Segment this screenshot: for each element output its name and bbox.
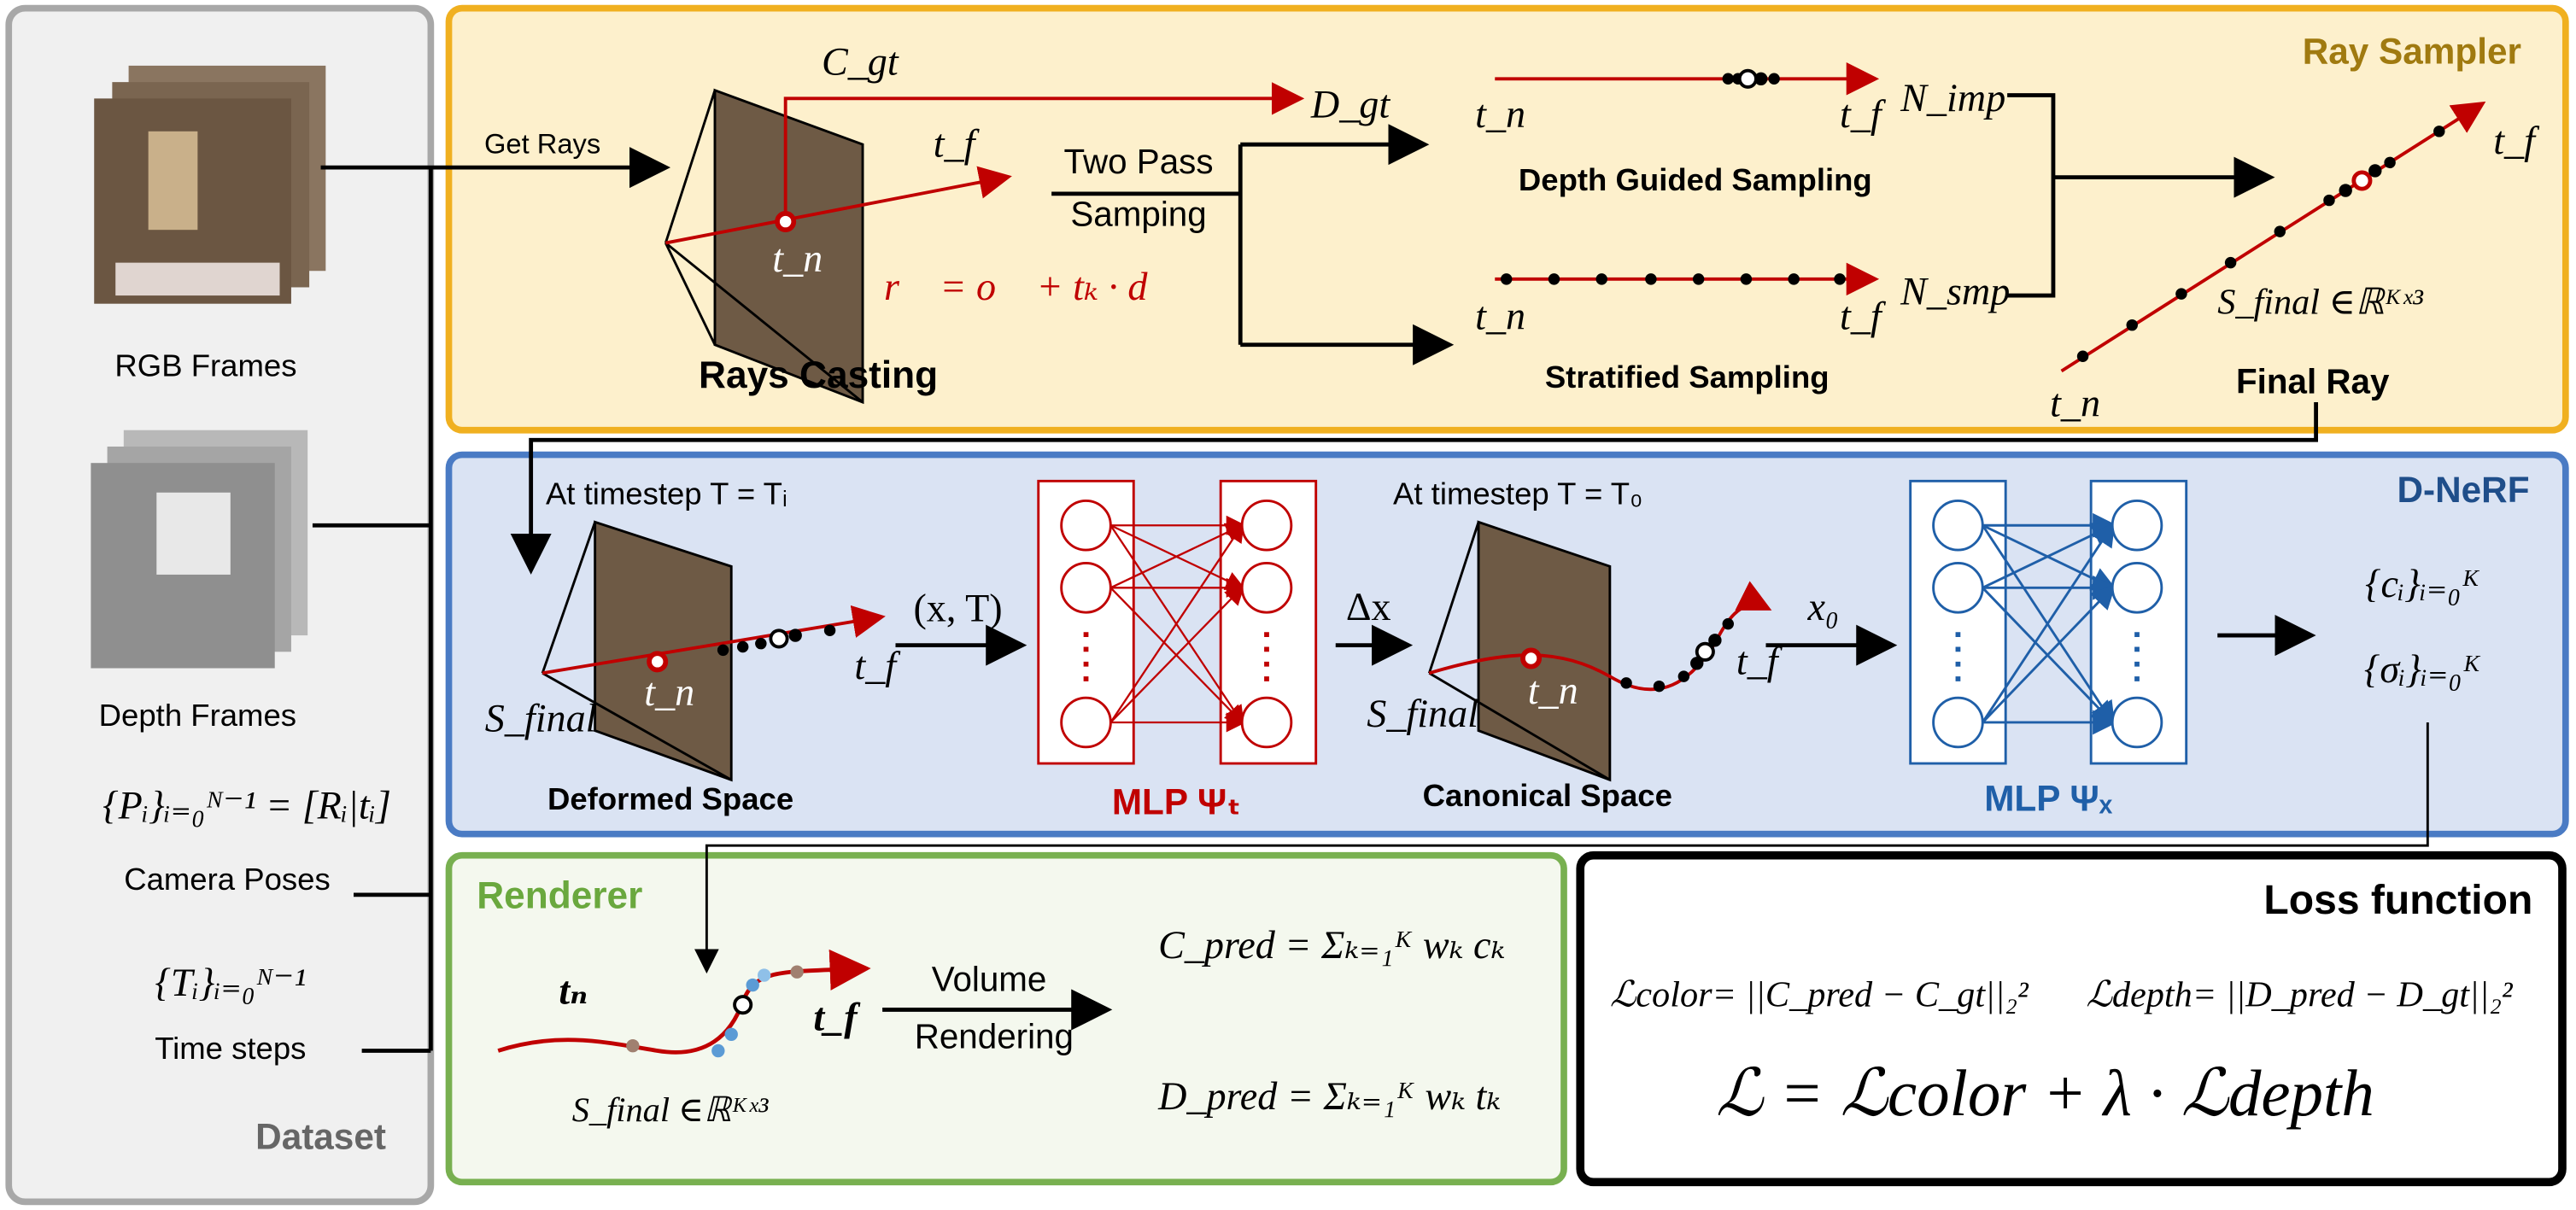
t-n-label: t_n — [2050, 381, 2100, 424]
depth-frames-label: Depth Frames — [99, 698, 296, 733]
mlp-t-label: MLP Ψₜ — [1112, 781, 1241, 821]
stratified-ray — [1495, 262, 1880, 296]
ray-casting-frustum — [664, 82, 1305, 405]
s-final-label: S_final ∈ℝᴷˣ³ — [572, 1090, 770, 1129]
timestep-i-label: At timestep T = Tᵢ — [546, 476, 787, 511]
get-rays-label: Get Rays — [484, 128, 600, 160]
dataset-connectors — [312, 147, 671, 1053]
mlp-x-label: MLP Ψₓ — [1984, 778, 2112, 818]
rays-casting-label: Rays Casting — [699, 354, 938, 396]
dnerf-title: D-NeRF — [2397, 470, 2529, 510]
t-n-label: t_n — [1475, 295, 1525, 338]
volume-label: Volume — [932, 959, 1047, 998]
depth-guided-ray — [1495, 62, 1880, 96]
final-ray — [2060, 101, 2486, 373]
c-gt-label: C_gt — [822, 40, 899, 84]
t-n-label: tₙ — [559, 969, 588, 1013]
depth-guided-label: Depth Guided Sampling — [1519, 162, 1872, 197]
mlp-t-network — [1037, 479, 1318, 765]
ray-sampler-title: Ray Sampler — [2303, 32, 2521, 72]
colors-output: {cᵢ}ᵢ₌₀ᴷ — [2365, 562, 2480, 605]
s-final-label: S_final ∈ℝᴷˣ³ — [2217, 282, 2424, 322]
dnerf-to-renderer-connector — [694, 722, 2429, 974]
rgb-frames-label: RGB Frames — [114, 348, 296, 383]
canonical-space-label: Canonical Space — [1423, 778, 1672, 813]
t-n-label: t_n — [644, 670, 694, 714]
s-final-label: S_final — [1367, 692, 1478, 735]
canonical-frustum — [1427, 520, 1772, 782]
t-f-label: t_f — [854, 644, 901, 687]
d-pred-formula: D_pred = Σₖ₌₁ᴷ wₖ tₖ — [1157, 1074, 1501, 1118]
input-label: (x, T) — [913, 587, 1002, 630]
total-loss-formula: ℒ = ℒcolor + λ · ℒdepth — [1716, 1056, 2374, 1130]
timestep-0-label: At timestep T = T₀ — [1393, 476, 1642, 511]
n-smp-label: N_smp — [1900, 270, 2010, 313]
dataset-title: Dataset — [255, 1116, 386, 1156]
render-ray — [497, 949, 871, 1058]
t-f-label: t_f — [1840, 295, 1887, 338]
ray-equation: r⃗ = o⃗ + tₖ · d⃗ — [884, 265, 1178, 308]
delta-x-label: Δx — [1346, 585, 1391, 628]
s-final-label: S_final — [485, 697, 597, 740]
t-f-label: t_f — [2493, 119, 2540, 162]
time-steps-label: Time steps — [155, 1031, 306, 1066]
t-n-label: t_n — [1528, 669, 1578, 712]
rgb-frames-stack — [94, 65, 326, 304]
t-n-label: t_n — [772, 237, 823, 280]
t-f-label: t_f — [934, 122, 981, 166]
c-pred-formula: C_pred = Σₖ₌₁ᴷ wₖ cₖ — [1158, 923, 1505, 967]
t-f-label: t_f — [1840, 92, 1887, 136]
renderer-title: Renderer — [477, 874, 642, 916]
t-f-label: t_f — [813, 995, 861, 1038]
samping-label: Samping — [1070, 194, 1206, 233]
loss-title: Loss function — [2263, 877, 2532, 923]
ray-sampler-panel — [445, 4, 2569, 434]
densities-output: {σᵢ}ᵢ₌₀ᴷ — [2364, 647, 2481, 691]
x0-label: x₀ — [1807, 585, 1840, 628]
renderer-panel — [445, 851, 1567, 1186]
stratified-label: Stratified Sampling — [1545, 359, 1830, 395]
mlp-x-network — [1909, 479, 2188, 765]
merge-bracket — [2007, 93, 2275, 298]
depth-loss-formula: ℒdepth= ||D_pred − D_gt||₂² — [2086, 975, 2514, 1015]
loss-panel — [1576, 851, 2567, 1187]
poses-formula: {Pᵢ}ᵢ₌₀ᴺ⁻¹ = [Rᵢ|tᵢ] — [102, 783, 391, 827]
time-formula: {Tᵢ}ᵢ₌₀ᴺ⁻¹ — [155, 961, 306, 1004]
deformed-space-label: Deformed Space — [547, 781, 793, 816]
final-ray-label: Final Ray — [2236, 362, 2390, 401]
rendering-label: Rendering — [915, 1017, 1074, 1056]
t-n-label: t_n — [1475, 92, 1525, 136]
camera-poses-label: Camera Poses — [124, 862, 331, 897]
n-imp-label: N_imp — [1900, 76, 2005, 120]
color-loss-formula: ℒcolor= ||C_pred − C_gt||₂² — [1610, 975, 2029, 1015]
d-gt-label: D_gt — [1310, 82, 1390, 126]
depth-frames-stack — [91, 430, 308, 669]
sampler-to-dnerf-connector — [510, 402, 2318, 575]
two-pass-connectors — [1051, 124, 1455, 365]
deformed-frustum — [541, 520, 886, 782]
two-pass-label: Two Pass — [1064, 142, 1214, 181]
